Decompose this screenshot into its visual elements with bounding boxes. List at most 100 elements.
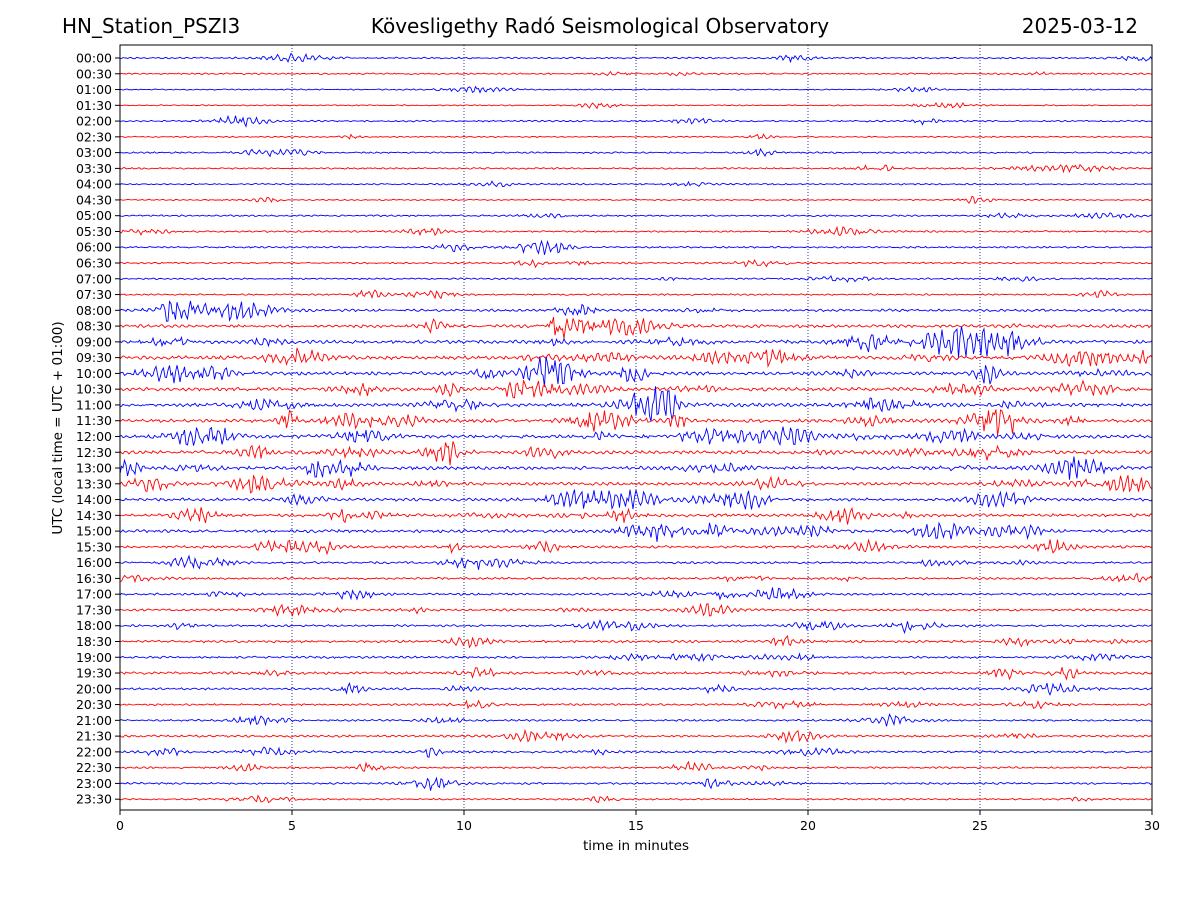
y-tick-label: 17:30 bbox=[76, 602, 112, 617]
trace-0900 bbox=[119, 326, 1153, 359]
trace-1630 bbox=[119, 572, 1153, 584]
y-tick-label: 06:30 bbox=[76, 256, 112, 271]
trace-1330 bbox=[119, 474, 1153, 494]
x-tick-labels: 0 5 10 15 20 25 30 bbox=[116, 810, 1160, 833]
y-tick-label: 15:00 bbox=[76, 524, 112, 539]
y-tick-label: 23:00 bbox=[76, 776, 112, 791]
y-tick-label: 02:30 bbox=[76, 129, 112, 144]
y-tick-label: 13:30 bbox=[76, 476, 112, 491]
seismic-traces bbox=[119, 52, 1153, 804]
y-tick-label: 14:30 bbox=[76, 508, 112, 523]
y-tick-label: 15:30 bbox=[76, 539, 112, 554]
x-tick-label: 15 bbox=[628, 818, 644, 833]
y-tick-label: 11:30 bbox=[76, 413, 112, 428]
y-tick-label: 01:00 bbox=[76, 82, 112, 97]
trace-0600 bbox=[119, 239, 1153, 255]
trace-2030 bbox=[119, 699, 1153, 710]
trace-2000 bbox=[119, 681, 1153, 696]
station-name: HN_Station_PSZI3 bbox=[62, 14, 241, 38]
y-tick-label: 05:00 bbox=[76, 208, 112, 223]
trace-0400 bbox=[119, 180, 1153, 188]
y-tick-label: 01:30 bbox=[76, 98, 112, 113]
x-axis-label: time in minutes bbox=[583, 838, 689, 854]
trace-1100 bbox=[119, 386, 1153, 422]
y-tick-label: 02:00 bbox=[76, 114, 112, 129]
y-tick-label: 10:30 bbox=[76, 382, 112, 397]
trace-0700 bbox=[119, 275, 1153, 283]
y-tick-label: 21:00 bbox=[76, 713, 112, 728]
y-axis-label: UTC (local time = UTC + 01:00) bbox=[50, 321, 66, 534]
trace-0500 bbox=[119, 212, 1153, 220]
trace-0830 bbox=[119, 316, 1153, 339]
trace-0130 bbox=[119, 101, 1153, 110]
trace-0030 bbox=[119, 70, 1153, 77]
trace-1400 bbox=[119, 489, 1153, 511]
trace-1130 bbox=[119, 409, 1153, 436]
y-tick-label: 19:00 bbox=[76, 650, 112, 665]
y-tick-label: 07:00 bbox=[76, 271, 112, 286]
observatory-title: Kövesligethy Radó Seismological Observat… bbox=[370, 14, 830, 38]
x-tick-label: 30 bbox=[1144, 818, 1160, 833]
x-tick-label: 0 bbox=[116, 818, 124, 833]
trace-1500 bbox=[119, 521, 1153, 542]
x-tick-label: 20 bbox=[800, 818, 816, 833]
y-tick-label: 07:30 bbox=[76, 287, 112, 302]
trace-0930 bbox=[119, 347, 1153, 368]
y-tick-label: 00:00 bbox=[76, 51, 112, 66]
trace-1230 bbox=[119, 441, 1153, 466]
y-tick-label: 22:00 bbox=[76, 744, 112, 759]
trace-2100 bbox=[119, 713, 1153, 727]
trace-0230 bbox=[119, 133, 1153, 140]
trace-1900 bbox=[119, 652, 1153, 662]
trace-2130 bbox=[119, 728, 1153, 745]
date-label: 2025-03-12 bbox=[1021, 14, 1138, 38]
trace-0100 bbox=[119, 85, 1153, 94]
y-tick-label: 21:30 bbox=[76, 729, 112, 744]
trace-1030 bbox=[119, 379, 1153, 399]
y-tick-label: 03:00 bbox=[76, 145, 112, 160]
y-tick-label: 23:30 bbox=[76, 792, 112, 807]
x-tick-label: 10 bbox=[456, 818, 472, 833]
trace-0800 bbox=[119, 300, 1153, 322]
y-tick-label: 04:00 bbox=[76, 177, 112, 192]
y-tick-label: 20:00 bbox=[76, 681, 112, 696]
trace-0630 bbox=[119, 258, 1153, 269]
trace-0000 bbox=[119, 52, 1153, 64]
y-tick-label: 04:30 bbox=[76, 192, 112, 207]
y-tick-label: 11:00 bbox=[76, 397, 112, 412]
trace-2230 bbox=[119, 760, 1153, 772]
trace-2300 bbox=[119, 776, 1153, 791]
y-tick-label: 19:30 bbox=[76, 666, 112, 681]
y-tick-label: 12:00 bbox=[76, 429, 112, 444]
y-tick-label: 18:30 bbox=[76, 634, 112, 649]
trace-1430 bbox=[119, 506, 1153, 525]
trace-2330 bbox=[119, 794, 1153, 804]
y-tick-label: 03:30 bbox=[76, 161, 112, 176]
y-tick-label: 12:30 bbox=[76, 445, 112, 460]
trace-1200 bbox=[119, 426, 1153, 446]
y-tick-label: 17:00 bbox=[76, 587, 112, 602]
grid-lines bbox=[291, 45, 981, 810]
trace-1730 bbox=[119, 602, 1153, 618]
trace-0430 bbox=[119, 195, 1153, 205]
y-tick-label: 05:30 bbox=[76, 224, 112, 239]
y-tick-label: 10:00 bbox=[76, 366, 112, 381]
trace-1000 bbox=[119, 356, 1153, 387]
trace-1530 bbox=[119, 538, 1153, 556]
y-tick-label: 18:00 bbox=[76, 618, 112, 633]
y-tick-label: 16:00 bbox=[76, 555, 112, 570]
trace-1800 bbox=[119, 618, 1153, 635]
y-tick-label: 13:00 bbox=[76, 461, 112, 476]
x-tick-label: 25 bbox=[972, 818, 988, 833]
trace-1930 bbox=[119, 667, 1153, 681]
y-tick-label: 06:00 bbox=[76, 240, 112, 255]
y-tick-label: 09:00 bbox=[76, 334, 112, 349]
trace-0730 bbox=[119, 289, 1153, 300]
x-tick-label: 5 bbox=[288, 818, 296, 833]
y-tick-label: 20:30 bbox=[76, 697, 112, 712]
y-tick-label: 08:00 bbox=[76, 303, 112, 318]
trace-2200 bbox=[119, 746, 1153, 758]
trace-0330 bbox=[119, 163, 1153, 174]
trace-1700 bbox=[119, 587, 1153, 601]
